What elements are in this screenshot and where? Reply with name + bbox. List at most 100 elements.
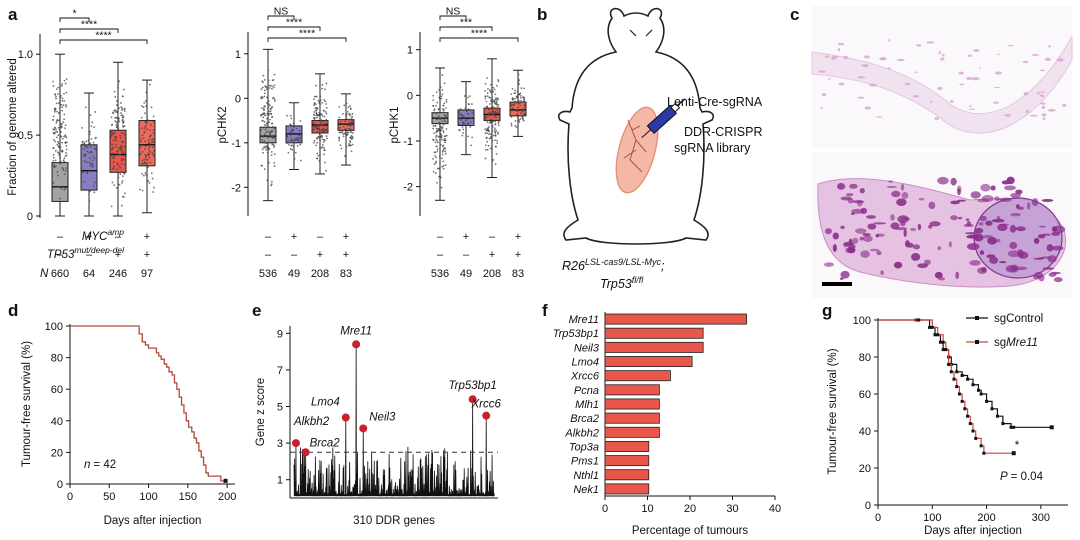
histology-cell [857,76,866,79]
data-point [92,155,95,158]
data-point [261,148,264,151]
x-tick-label: 0 [602,503,608,515]
data-point [350,121,353,123]
lenti-cre-label: Lenti-Cre-sgRNA [667,95,763,109]
data-point [492,111,495,114]
histology-cell [1051,226,1058,232]
data-point [516,102,519,105]
data-point [519,118,522,121]
data-point [342,125,345,128]
histology-cell [963,224,974,227]
data-point [517,116,519,118]
data-point [445,134,448,137]
data-point [262,126,265,129]
data-point [458,113,461,116]
data-point [271,143,274,145]
data-point [90,125,93,128]
histology-cell [1044,57,1052,61]
data-point [438,175,440,178]
data-point [63,135,66,138]
data-point [489,122,491,124]
histology-cell [1047,109,1056,112]
y-tick-label: -1 [403,136,413,148]
data-point [497,80,500,83]
data-point [65,78,68,80]
data-point [151,151,154,154]
event-mark [949,370,953,374]
data-point [65,104,67,106]
data-point [265,149,268,151]
histology-cell [999,261,1007,264]
data-point [144,126,146,129]
data-point [516,95,519,97]
data-point [65,145,68,147]
data-point [512,97,514,100]
data-point [267,134,269,137]
data-point [442,160,445,163]
data-point [263,140,266,143]
histology-cell [958,71,964,75]
data-point [273,86,275,89]
data-point [523,99,526,102]
x-tick-label: 0 [875,512,881,524]
data-point [91,121,94,124]
x-tick-label: 10 [641,503,653,515]
data-point [264,145,266,148]
data-point [288,132,291,134]
histology-cell [917,263,928,269]
significance-label: **** [299,28,315,40]
significance-label: NS [274,6,289,18]
highlighted-gene-point [352,340,361,349]
data-point [151,177,154,180]
data-point [486,148,489,151]
data-point [56,119,59,121]
gene-label: Brca2 [310,437,341,449]
myc-status: + [291,231,297,243]
x-tick-label: 300 [1032,512,1050,524]
histology-cell [910,227,917,232]
data-point [290,133,292,136]
data-point [485,137,488,140]
data-point [464,107,467,109]
category-label: Lmo4 [571,357,599,369]
data-point [149,151,152,153]
data-point [263,92,266,95]
data-point [433,163,436,166]
data-point [518,102,521,105]
y-tick-label: 0 [57,479,63,491]
data-point [515,109,518,112]
event-mark [947,362,951,366]
data-point [290,129,293,132]
event-mark [944,348,948,352]
data-point [316,116,318,119]
survival-curve-g: 0 20 40 60 80 100 Tumour-free survival (%) 0 100… [827,313,1068,537]
data-point [57,86,60,89]
data-point [510,116,513,118]
histology-cell [903,229,907,238]
panel-label-e: e [252,301,261,320]
data-point [314,126,317,128]
data-point [123,172,126,175]
data-point [111,181,114,184]
data-point [433,109,435,112]
data-point [270,113,273,116]
data-point [491,113,494,116]
data-point [340,147,343,150]
data-point [59,94,62,97]
data-point [52,115,55,118]
event-mark [930,325,934,329]
data-point [434,155,436,157]
data-point [266,96,268,99]
data-point [111,111,114,114]
data-point [115,104,118,107]
data-point [56,110,58,113]
panel-label-g: g [822,301,832,320]
histology-cell [837,42,845,46]
histology-cell [934,271,943,279]
histology-cell [950,215,958,221]
tp53-status: – [265,249,272,261]
data-point [492,134,495,137]
data-point [325,123,328,126]
data-point [287,139,290,142]
data-point [466,118,469,121]
